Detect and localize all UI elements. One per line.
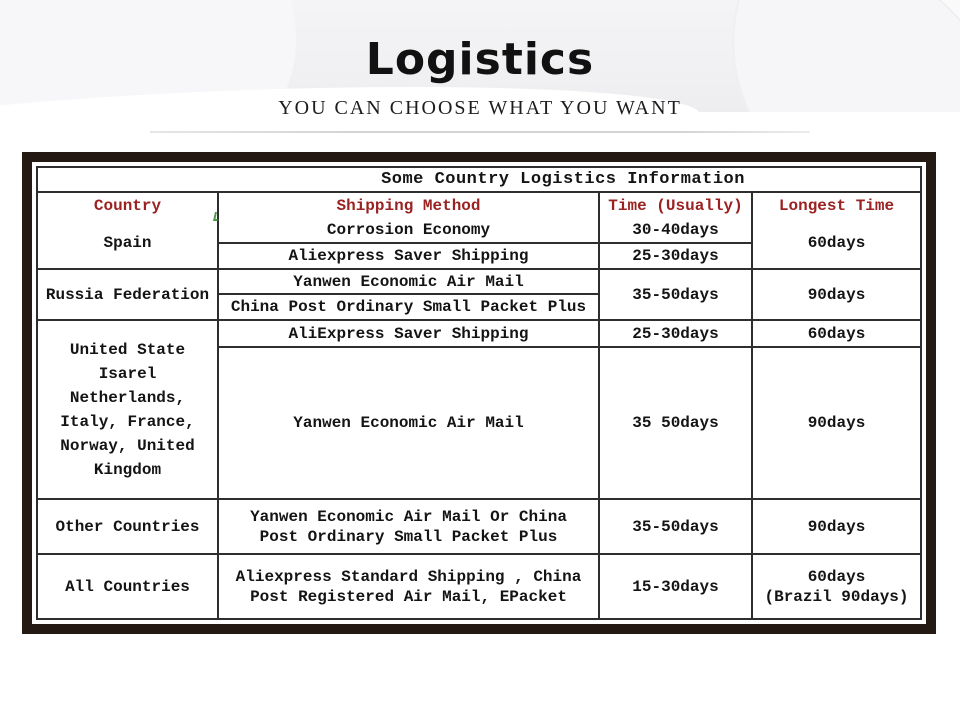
time-cell-us-2: 35 50days	[600, 348, 753, 500]
longest-cell-other-countries: 90days	[753, 500, 920, 555]
country-cell-all-countries: All Countries	[38, 555, 219, 618]
column-header-time-usually: Time (Usually)	[600, 193, 753, 218]
header-band	[0, 0, 960, 112]
longest-cell-us-2: 90days	[753, 348, 920, 500]
country-cell-united-state-group: United State Isarel Netherlands, Italy, …	[38, 321, 219, 500]
country-cell-spain: Spain	[38, 218, 219, 270]
method-cell-yanwen-russia: Yanwen Economic Air Mail	[219, 270, 600, 295]
method-cell-china-post-plus: China Post Ordinary Small Packet Plus	[219, 295, 600, 321]
method-cell-all-countries: Aliexpress Standard Shipping , China Pos…	[219, 555, 600, 618]
longest-cell-spain: 60days	[753, 218, 920, 270]
time-cell-us-1: 25-30days	[600, 321, 753, 348]
column-header-shipping-method: Shipping Method	[219, 193, 600, 218]
page-title: Logistics	[365, 34, 595, 85]
method-cell-aliexpress-saver-us: AliExpress Saver Shipping	[219, 321, 600, 348]
longest-cell-russia: 90days	[753, 270, 920, 321]
table-title: Some Country Logistics Information	[38, 168, 920, 193]
longest-cell-us-1: 60days	[753, 321, 920, 348]
method-cell-other-countries: Yanwen Economic Air Mail Or China Post O…	[219, 500, 600, 555]
longest-cell-all-countries: 60days (Brazil 90days)	[764, 567, 909, 606]
country-cell-other-countries: Other Countries	[38, 500, 219, 555]
column-header-longest-time: Longest Time	[778, 196, 895, 215]
method-cell-aliexpress-saver-spain: Aliexpress Saver Shipping	[219, 244, 600, 270]
logistics-table: Some Country Logistics Information Count…	[22, 152, 936, 634]
page-subtitle: YOU CAN CHOOSE WHAT YOU WANT	[278, 97, 682, 119]
column-header-country: Country	[38, 193, 219, 218]
method-cell-corrosion-economy: Corrosion Economy	[219, 218, 600, 244]
logistics-table-grid: Some Country Logistics Information Count…	[36, 166, 922, 620]
time-cell-spain-1: 30-40days	[600, 218, 753, 244]
time-cell-all-countries: 15-30days	[600, 555, 753, 618]
method-cell-yanwen-us: Yanwen Economic Air Mail	[219, 348, 600, 500]
subtitle-divider-rule	[150, 131, 810, 133]
time-cell-spain-2: 25-30days	[600, 244, 753, 270]
table-title-text: Some Country Logistics Information	[381, 169, 745, 189]
country-cell-russia: Russia Federation	[38, 270, 219, 321]
time-cell-russia: 35-50days	[600, 270, 753, 321]
time-cell-other-countries: 35-50days	[600, 500, 753, 555]
